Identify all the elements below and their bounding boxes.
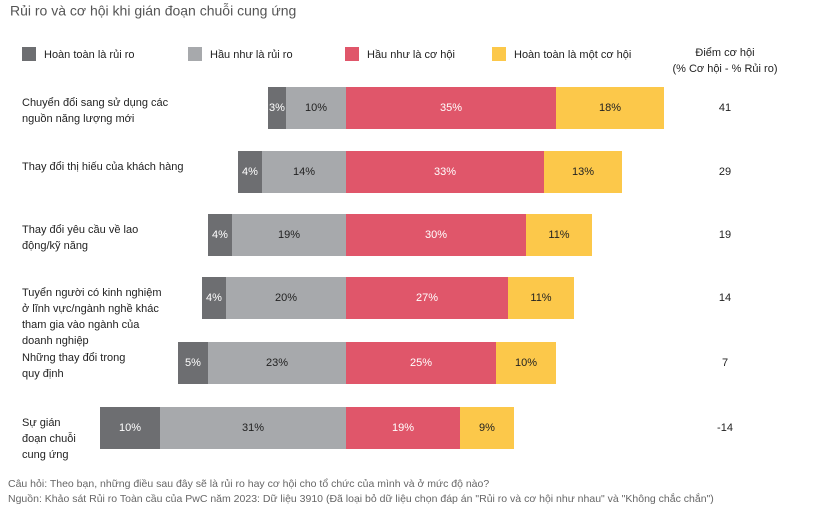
value-label: 13%: [572, 166, 594, 178]
value-label: 23%: [266, 357, 288, 369]
value-label: 5%: [185, 357, 201, 369]
category-label: Những thay đổi trong quy định: [22, 352, 126, 380]
bar-segment: [226, 277, 346, 319]
bar-segment: [208, 214, 232, 256]
chart-title: Rủi ro và cơ hội khi gián đoạn chuỗi cun…: [10, 3, 296, 19]
bar-segment: [178, 342, 208, 384]
score: -14: [717, 422, 733, 434]
legend-swatch: [22, 47, 36, 61]
value-label: 11%: [530, 292, 551, 304]
score: 7: [722, 357, 728, 369]
value-label: 30%: [425, 229, 447, 241]
value-label: 10%: [515, 357, 537, 369]
bar-segment: [460, 407, 514, 449]
score: 14: [719, 292, 731, 304]
value-label: 4%: [212, 229, 228, 241]
value-label: 18%: [599, 102, 621, 114]
bar-segment: [544, 151, 622, 193]
legend-swatch: [188, 47, 202, 61]
bar-segment: [556, 87, 664, 129]
value-label: 10%: [305, 102, 327, 114]
bar-segment: [346, 407, 460, 449]
value-label: 10%: [119, 422, 141, 434]
value-label: 27%: [416, 292, 438, 304]
bar-segment: [202, 277, 226, 319]
bar-segment: [346, 342, 496, 384]
bar-segment: [208, 342, 346, 384]
category-label: Thay đổi yêu cầu về lao động/kỹ năng: [22, 224, 139, 252]
bar-segment: [346, 214, 526, 256]
category-label: Chuyển đổi sang sử dụng các nguồn năng l…: [22, 97, 169, 125]
legend-label: Hoàn toàn là một cơ hội: [514, 49, 631, 61]
bar-segment: [262, 151, 346, 193]
value-label: 19%: [278, 229, 300, 241]
bar-segment: [238, 151, 262, 193]
legend-label: Hầu như là rủi ro: [210, 49, 293, 61]
value-label: 4%: [206, 292, 222, 304]
value-label: 31%: [242, 422, 264, 434]
category-label: Tuyển người có kinh nghiệm ở lĩnh vực/ng…: [22, 287, 162, 347]
value-label: 3%: [269, 102, 285, 114]
footnote: Nguồn: Khảo sát Rủi ro Toàn cầu của PwC …: [8, 492, 714, 505]
score: 41: [719, 102, 731, 114]
category-label: Sự gián đoạn chuỗi cung ứng: [22, 417, 76, 461]
value-label: 19%: [392, 422, 414, 434]
value-label: 20%: [275, 292, 297, 304]
value-label: 9%: [479, 422, 495, 434]
legend-swatch: [492, 47, 506, 61]
footnote: Câu hỏi: Theo bạn, những điều sau đây sẽ…: [8, 478, 489, 490]
value-label: 35%: [440, 102, 462, 114]
value-label: 4%: [242, 166, 258, 178]
score: 29: [719, 166, 731, 178]
legend-swatch: [345, 47, 359, 61]
bar-segment: [100, 407, 160, 449]
legend-label: Hoàn toàn là rủi ro: [44, 49, 135, 61]
value-label: 14%: [293, 166, 315, 178]
bar-segment: [346, 87, 556, 129]
category-label: Thay đổi thị hiếu của khách hàng: [22, 161, 184, 173]
value-label: 11%: [548, 229, 569, 241]
value-label: 33%: [434, 166, 456, 178]
value-label: 25%: [410, 357, 432, 369]
bar-segment: [160, 407, 346, 449]
bar-segment: [508, 277, 574, 319]
bar-segment: [286, 87, 346, 129]
bar-segment: [232, 214, 346, 256]
bar-segment: [496, 342, 556, 384]
legend-label: Hầu như là cơ hội: [367, 49, 455, 61]
bar-segment: [346, 151, 544, 193]
score-header: Điểm cơ hội (% Cơ hội - % Rủi ro): [672, 47, 778, 75]
bar-segment: [268, 87, 286, 129]
score: 19: [719, 229, 731, 241]
bar-segment: [526, 214, 592, 256]
bar-segment: [346, 277, 508, 319]
